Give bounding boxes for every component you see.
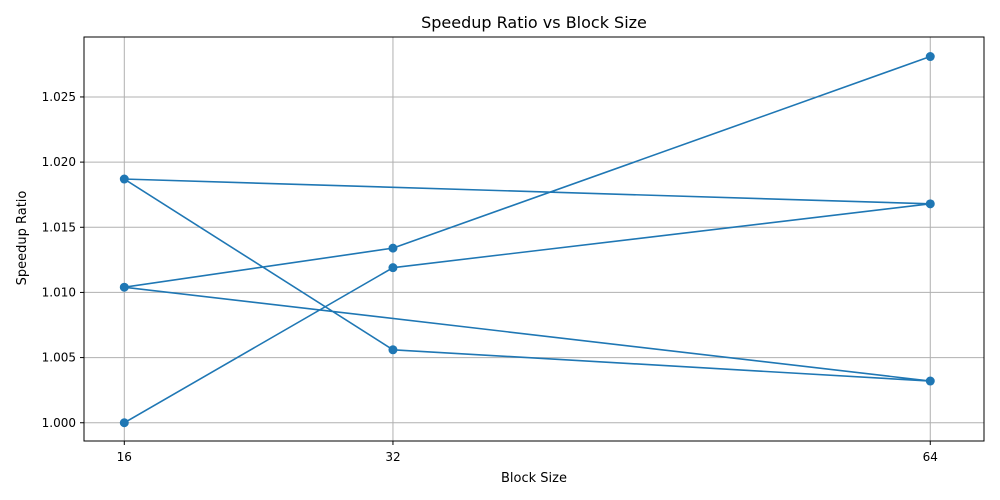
x-tick-label: 64 [923,450,938,464]
x-tick-label: 16 [117,450,132,464]
data-point [925,376,935,386]
data-point [388,243,398,253]
y-tick-label: 1.020 [42,155,76,169]
data-point [925,199,935,209]
data-point [925,52,935,62]
plot-frame [83,36,985,442]
y-tick-label: 1.015 [42,220,76,234]
x-tick-label: 32 [385,450,400,464]
data-point [119,282,129,292]
axes: 16 32 64 1.000 1.005 1.010 1.015 1.020 1.025 [42,36,985,464]
data-point [119,174,129,184]
y-tick-label: 1.005 [42,351,76,365]
x-axis-label: Block Size [501,471,567,486]
data-point [388,263,398,273]
data-point [119,418,129,428]
series-layer [119,52,935,428]
y-tick-label: 1.000 [42,416,76,430]
y-tick-label: 1.025 [42,90,76,104]
chart-title: Speedup Ratio vs Block Size [421,13,647,32]
data-point [388,345,398,355]
y-tick-label: 1.010 [42,285,76,299]
y-axis-label: Speedup Ratio [15,191,30,286]
